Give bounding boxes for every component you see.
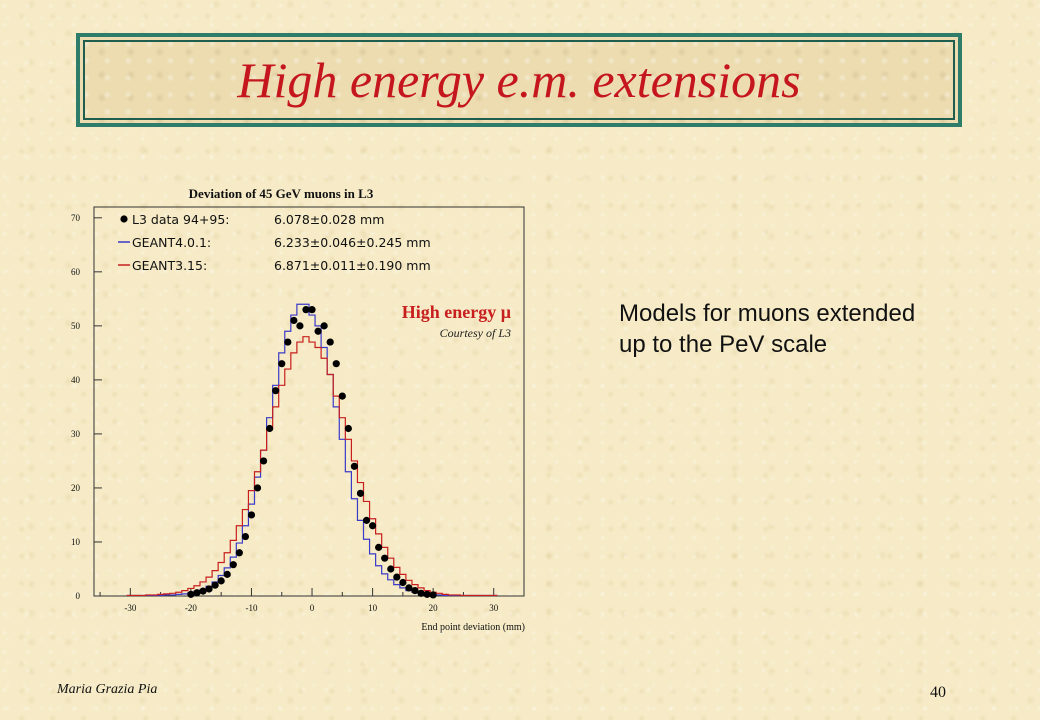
data-point [338, 392, 346, 400]
data-point [308, 306, 316, 314]
data-point [375, 543, 383, 551]
y-tick-label-70: 70 [71, 213, 81, 223]
series-2-histogram [126, 336, 498, 597]
x-tick-label-0: 0 [310, 603, 315, 613]
legend: L3 data 94+95: 6.078±0.028 mm GEANT4.0.1: 6… [118, 212, 431, 273]
data-point [356, 489, 365, 497]
x-tick-label--30: -30 [124, 603, 136, 613]
data-point [320, 322, 328, 330]
data-point [296, 322, 304, 330]
histogram-svg: Deviation of 45 GeV muons in L3 0 10 20 30 4… [71, 186, 525, 633]
y-tick-label-60: 60 [71, 267, 81, 277]
data-point [326, 338, 334, 346]
data-point [399, 578, 407, 587]
data-point [235, 549, 243, 557]
x-tick-label--20: -20 [185, 603, 197, 613]
y-tick-label-0: 0 [76, 591, 81, 601]
data-point [350, 462, 359, 470]
data-point [411, 586, 419, 595]
data-point [223, 570, 231, 578]
data-point [368, 522, 377, 530]
data-point [314, 327, 322, 335]
data-point [302, 306, 310, 314]
data-point [229, 561, 237, 569]
data-point [393, 573, 401, 581]
data-point [417, 589, 425, 597]
x-tick-label-20: 20 [429, 603, 439, 613]
legend-value-1: 6.233±0.046±0.245 mm [274, 235, 431, 250]
y-axis: 0 10 20 30 40 50 60 70 [71, 213, 102, 601]
annotation-courtesy: Courtesy of L3 [440, 326, 511, 340]
slide-title: High energy e.m. extensions [237, 52, 801, 108]
data-point [266, 424, 274, 433]
x-axis-label: End point deviation (mm) [421, 622, 525, 633]
data-point [199, 587, 207, 595]
y-tick-label-30: 30 [71, 429, 81, 439]
title-banner: High energy e.m. extensions [76, 33, 962, 127]
data-point [284, 338, 292, 346]
data-point [253, 484, 262, 492]
data-point [205, 585, 213, 593]
data-point [405, 584, 413, 592]
legend-value-2: 6.871±0.011±0.190 mm [274, 258, 431, 273]
x-tick-label-10: 10 [368, 603, 378, 613]
series-layer [126, 303, 498, 599]
histogram-chart: Deviation of 45 GeV muons in L3 0 10 20 30 4… [60, 180, 530, 635]
x-tick-label-30: 30 [489, 603, 499, 613]
data-point [278, 360, 286, 368]
series-1-histogram [126, 303, 498, 597]
y-tick-label-50: 50 [71, 321, 81, 331]
legend-value-0: 6.078±0.028 mm [274, 212, 384, 227]
data-point [211, 581, 219, 589]
data-point [332, 360, 340, 368]
data-point [290, 316, 298, 325]
data-point [272, 387, 280, 395]
page-number: 40 [930, 684, 946, 701]
data-point [423, 590, 431, 598]
x-axis: -30 -20 -10 0 10 20 30 [99, 588, 525, 613]
data-point [344, 424, 352, 433]
y-tick-label-40: 40 [71, 375, 81, 385]
data-point [429, 591, 437, 599]
data-point [247, 511, 256, 519]
annotation-high-energy: High energy μ [402, 302, 511, 322]
data-point [259, 457, 268, 465]
data-point [362, 516, 371, 524]
data-point [387, 565, 395, 573]
data-point [193, 589, 201, 597]
data-point [241, 532, 250, 541]
data-point [187, 590, 195, 598]
legend-label-2: GEANT3.15: [132, 258, 207, 273]
legend-label-1: GEANT4.0.1: [132, 235, 211, 250]
data-point [217, 577, 225, 585]
body-text: Models for muons extended up to the PeV … [619, 300, 916, 358]
plot-frame [93, 206, 525, 597]
y-tick-label-20: 20 [71, 483, 81, 493]
data-point [381, 554, 389, 562]
legend-marker-0 [120, 215, 128, 223]
x-tick-label--10: -10 [245, 603, 257, 613]
y-tick-label-10: 10 [71, 537, 81, 547]
chart-title: Deviation of 45 GeV muons in L3 [189, 186, 374, 201]
legend-label-0: L3 data 94+95: [132, 212, 230, 227]
footer-author: Maria Grazia Pia [57, 682, 158, 697]
